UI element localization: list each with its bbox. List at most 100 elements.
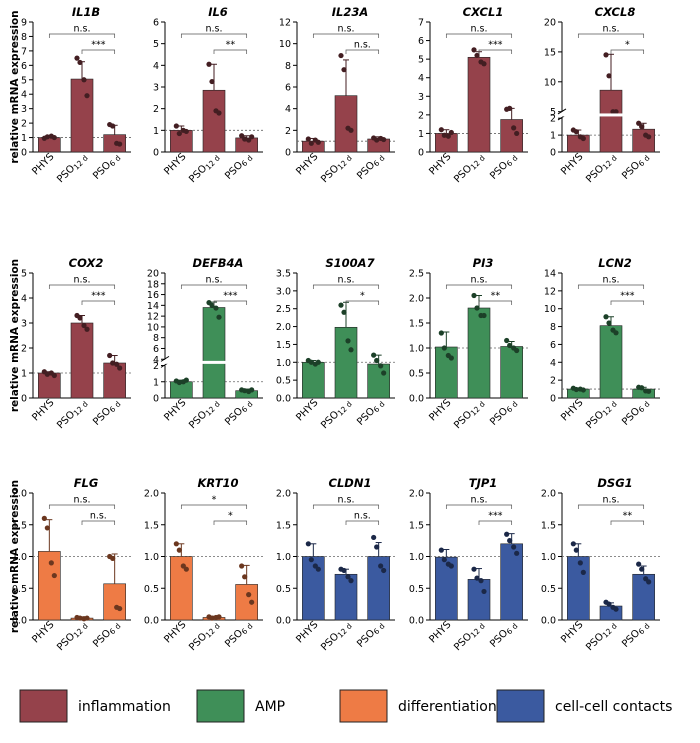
category-label: PHYS: [294, 151, 320, 177]
y-tick-label: 2.0: [541, 489, 556, 500]
significance-label: *: [228, 511, 233, 522]
y-tick-label: 20: [544, 18, 556, 29]
data-point: [176, 130, 182, 137]
y-tick-label: 3: [418, 92, 424, 103]
category-label-main: PHYS: [30, 151, 56, 177]
category-label-sub: 12 d: [469, 621, 487, 639]
category-label-sub: 12 d: [336, 399, 354, 417]
y-tick-label: 0: [21, 394, 27, 405]
significance-label: ***: [620, 291, 635, 302]
bar-1: [467, 307, 491, 399]
panel-title: LCN2: [598, 256, 631, 270]
bar-2: [500, 346, 523, 399]
significance-bracket: [610, 520, 645, 525]
significance-bracket: [577, 504, 645, 509]
data-point: [636, 120, 642, 126]
category-label: PSO12 d: [452, 151, 487, 186]
y-tick-label: 1.5: [276, 520, 291, 531]
y-tick-label: 1.5: [276, 340, 291, 351]
category-label: PSO12 d: [452, 397, 487, 432]
category-label: PSO6 d: [91, 619, 122, 650]
data-point: [44, 371, 50, 377]
y-tick-label: 5: [21, 75, 27, 86]
bar-2: [632, 128, 655, 153]
data-point: [448, 355, 454, 361]
bar-1: [202, 307, 226, 399]
y-tick-label: 1.0: [12, 552, 27, 563]
data-point: [639, 124, 645, 130]
significance-label: ***: [223, 291, 238, 302]
significance-label: n.s.: [470, 24, 487, 35]
data-point: [580, 569, 586, 575]
data-point: [514, 130, 520, 137]
significance-bracket: [445, 33, 513, 38]
y-tick-label: 20: [147, 269, 159, 280]
data-point: [471, 566, 477, 572]
significance-bracket: [81, 49, 116, 54]
y-tick-label: 2: [418, 110, 424, 121]
data-point: [445, 133, 451, 139]
category-label-main: PHYS: [162, 619, 188, 645]
data-point: [183, 566, 189, 572]
category-label: PSO12 d: [584, 151, 619, 186]
data-point: [249, 387, 255, 393]
category-label: PSO6 d: [223, 151, 254, 182]
data-point: [481, 61, 487, 67]
y-tick-label: 2.0: [409, 489, 424, 500]
panel-title: IL23A: [332, 5, 369, 19]
y-tick-label: 1.5: [409, 319, 424, 330]
y-tick-label: 4: [285, 104, 291, 115]
bar-0: [435, 556, 458, 621]
category-label: PSO6 d: [223, 619, 254, 650]
y-tick-label: 2: [21, 344, 27, 355]
y-tick-label: 2.5: [276, 304, 291, 315]
y-tick-label: 16: [147, 290, 159, 301]
data-point: [580, 387, 586, 393]
y-tick-label: 3.5: [276, 269, 291, 280]
panel-defb4a: DEFB4A012468101214161820n.s.***PHYSPSO12…: [147, 256, 263, 431]
category-label: PSO6 d: [91, 397, 122, 428]
significance-bracket: [610, 300, 645, 305]
panel-title: TJP1: [469, 476, 498, 490]
panel-title: S100A7: [325, 256, 374, 270]
data-point: [249, 134, 255, 140]
y-tick-label: 2: [21, 119, 27, 130]
significance-bracket: [213, 520, 248, 525]
data-point: [209, 302, 215, 308]
significance-bracket: [213, 300, 248, 305]
data-point: [308, 359, 314, 365]
data-point: [441, 132, 447, 138]
category-label: PSO6 d: [488, 151, 519, 182]
y-tick-label: 0: [21, 148, 27, 159]
y-tick-label: 5: [418, 55, 424, 66]
data-point: [441, 345, 447, 351]
category-label-main: PHYS: [559, 151, 585, 177]
category-label: PHYS: [30, 151, 56, 177]
panel-title: PI3: [473, 256, 494, 270]
panel-title: FLG: [74, 476, 99, 490]
category-label: PSO6 d: [620, 619, 651, 650]
y-tick-label: 6: [285, 83, 291, 94]
significance-label: **: [491, 291, 501, 302]
data-point: [338, 52, 344, 59]
data-point: [481, 312, 487, 319]
data-point: [315, 139, 321, 145]
y-tick-label: 5: [550, 107, 556, 118]
data-point: [308, 557, 314, 563]
data-point: [213, 305, 219, 311]
data-point: [345, 338, 351, 344]
data-point: [345, 574, 351, 580]
y-tick-label: 0: [153, 394, 159, 405]
significance-label: n.s.: [337, 275, 354, 286]
data-point: [514, 347, 520, 354]
category-label: PHYS: [30, 397, 56, 423]
significance-bracket: [478, 520, 513, 525]
significance-bracket: [81, 300, 116, 305]
data-point: [471, 292, 477, 299]
y-tick-label: 8: [285, 61, 291, 72]
data-point: [308, 140, 314, 146]
